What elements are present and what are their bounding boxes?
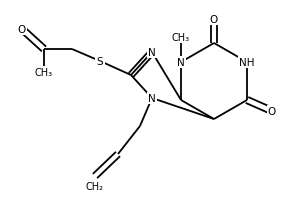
Text: NH: NH	[239, 58, 255, 68]
Text: S: S	[97, 57, 103, 67]
Text: N: N	[177, 58, 185, 68]
Text: CH₃: CH₃	[172, 33, 190, 43]
Text: CH₂: CH₂	[86, 181, 104, 191]
Text: N: N	[148, 48, 156, 58]
Text: O: O	[18, 25, 26, 35]
Text: N: N	[148, 94, 156, 103]
Text: CH₃: CH₃	[35, 68, 53, 78]
Text: O: O	[210, 15, 218, 25]
Text: O: O	[268, 106, 276, 116]
